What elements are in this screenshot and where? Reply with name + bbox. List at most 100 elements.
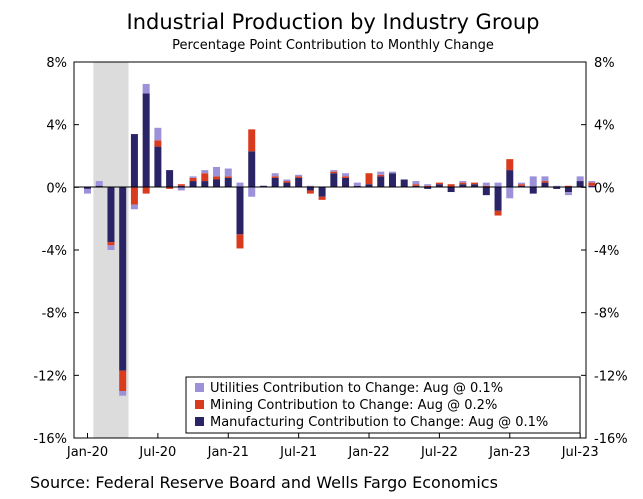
bar-manufacturing-2021-03: [248, 151, 256, 188]
legend-swatch-utilities: [195, 383, 204, 392]
bar-mining-2023-01: [506, 159, 514, 171]
bar-mining-2020-12: [213, 176, 221, 180]
source-note: Source: Federal Reserve Board and Wells …: [30, 473, 498, 492]
bar-utilities-2022-06: [424, 184, 432, 186]
ytick-label-left: -12%: [33, 369, 67, 384]
bar-utilities-2020-04: [119, 391, 127, 396]
bar-manufacturing-2020-10: [189, 181, 197, 188]
bar-manufacturing-2020-11: [201, 181, 209, 188]
bar-mining-2022-12: [494, 210, 502, 216]
ytick-label-left: -16%: [33, 432, 67, 447]
bar-mining-2022-10: [471, 182, 479, 185]
bar-manufacturing-2021-02: [236, 187, 244, 235]
xtick-label: Jan-20: [66, 445, 108, 460]
bar-manufacturing-2022-03: [388, 173, 396, 188]
bar-manufacturing-2022-02: [377, 176, 385, 188]
bar-mining-2021-07: [295, 176, 303, 178]
xtick-label: Jul-20: [138, 445, 176, 460]
bar-utilities-2020-12: [213, 166, 221, 177]
ytick-label-left: 0%: [46, 181, 67, 196]
ytick-label-right: 4%: [594, 119, 615, 134]
bar-utilities-2020-02: [95, 181, 103, 186]
ytick-label-right: -12%: [594, 369, 628, 384]
bar-mining-2022-01: [365, 173, 373, 185]
bar-mining-2021-10: [330, 171, 338, 174]
bar-manufacturing-2022-10: [471, 184, 479, 188]
ytick-label-right: 0%: [594, 181, 615, 196]
bar-mining-2021-09: [318, 196, 326, 200]
bar-utilities-2022-02: [377, 171, 385, 175]
legend-swatch-manufacturing: [195, 417, 204, 426]
ytick-label-right: -8%: [594, 307, 619, 322]
bar-manufacturing-2020-12: [213, 179, 221, 188]
bar-utilities-2023-08: [588, 181, 596, 183]
ytick-label-left: 8%: [46, 56, 67, 71]
bar-manufacturing-2023-07: [576, 181, 584, 188]
bar-utilities-2021-10: [330, 170, 338, 172]
bar-mining-2023-04: [541, 181, 549, 183]
bar-mining-2023-02: [518, 184, 526, 186]
bar-mining-2021-11: [342, 176, 350, 178]
chart-title: Industrial Production by Industry Group: [127, 10, 540, 34]
bar-manufacturing-2020-04: [119, 187, 127, 371]
bar-manufacturing-2022-04: [400, 179, 408, 188]
bar-manufacturing-2022-11: [482, 187, 490, 196]
bar-mining-2020-10: [189, 177, 197, 182]
xtick-label: Jul-22: [420, 445, 458, 460]
ytick-label-right: 8%: [594, 56, 615, 71]
bar-manufacturing-2020-01: [84, 187, 91, 189]
bar-mining-2022-09: [459, 182, 467, 185]
bar-mining-2020-04: [119, 370, 127, 391]
bar-mining-2020-09: [177, 184, 185, 186]
bar-utilities-2023-02: [518, 182, 526, 185]
xtick-label: Jan-22: [347, 445, 389, 460]
xtick-label: Jan-23: [488, 445, 530, 460]
bar-mining-2020-03: [107, 242, 115, 246]
bar-mining-2021-03: [248, 129, 256, 152]
bar-utilities-2020-07: [154, 127, 162, 141]
bar-manufacturing-2022-09: [459, 184, 467, 188]
xtick-label: Jul-21: [279, 445, 317, 460]
legend-box: [185, 376, 581, 434]
bar-utilities-2023-01: [506, 187, 514, 199]
xtick-label: Jul-23: [561, 445, 599, 460]
bar-manufacturing-2020-05: [130, 134, 138, 188]
bar-manufacturing-2023-03: [529, 187, 537, 194]
bar-manufacturing-2021-06: [283, 182, 291, 188]
bar-utilities-2023-04: [541, 176, 549, 182]
bar-utilities-2020-05: [130, 204, 138, 210]
xtick-label: Jan-21: [207, 445, 249, 460]
bar-mining-2021-01: [224, 176, 232, 178]
bar-utilities-2021-02: [236, 182, 244, 188]
bar-manufacturing-2021-10: [330, 173, 338, 188]
ytick-label-right: -4%: [594, 244, 619, 259]
chart-subtitle: Percentage Point Contribution to Monthly…: [172, 38, 494, 53]
bar-utilities-2021-01: [224, 168, 232, 177]
ytick-label-right: -16%: [594, 432, 628, 447]
bar-manufacturing-2023-05: [553, 187, 561, 189]
bar-mining-2020-11: [201, 173, 209, 182]
bar-utilities-2021-06: [283, 179, 291, 182]
bar-mining-2022-02: [377, 174, 385, 177]
bar-mining-2021-02: [236, 234, 244, 249]
legend-label-manufacturing: Manufacturing Contribution to Change: Au…: [210, 415, 548, 430]
bar-mining-2022-07: [435, 182, 443, 185]
bar-manufacturing-2023-04: [541, 182, 549, 188]
bar-mining-2020-07: [154, 140, 162, 147]
bar-manufacturing-2023-08: [588, 185, 596, 188]
bar-manufacturing-2021-07: [295, 177, 303, 188]
bar-utilities-2023-06: [564, 192, 572, 196]
bar-utilities-2022-09: [459, 181, 467, 183]
bar-utilities-2023-03: [529, 176, 537, 188]
bar-manufacturing-2022-07: [435, 184, 443, 188]
bar-utilities-2020-03: [107, 245, 115, 250]
bar-mining-2022-08: [447, 184, 455, 188]
bar-utilities-2022-11: [482, 182, 490, 186]
bar-mining-2021-08: [306, 190, 314, 194]
bar-manufacturing-2020-08: [166, 170, 174, 188]
bar-utilities-2020-09: [177, 187, 185, 191]
bar-utilities-2021-11: [342, 173, 350, 177]
bar-manufacturing-2022-12: [494, 187, 502, 211]
legend-swatch-mining: [195, 400, 204, 409]
bar-manufacturing-2020-06: [142, 93, 150, 188]
